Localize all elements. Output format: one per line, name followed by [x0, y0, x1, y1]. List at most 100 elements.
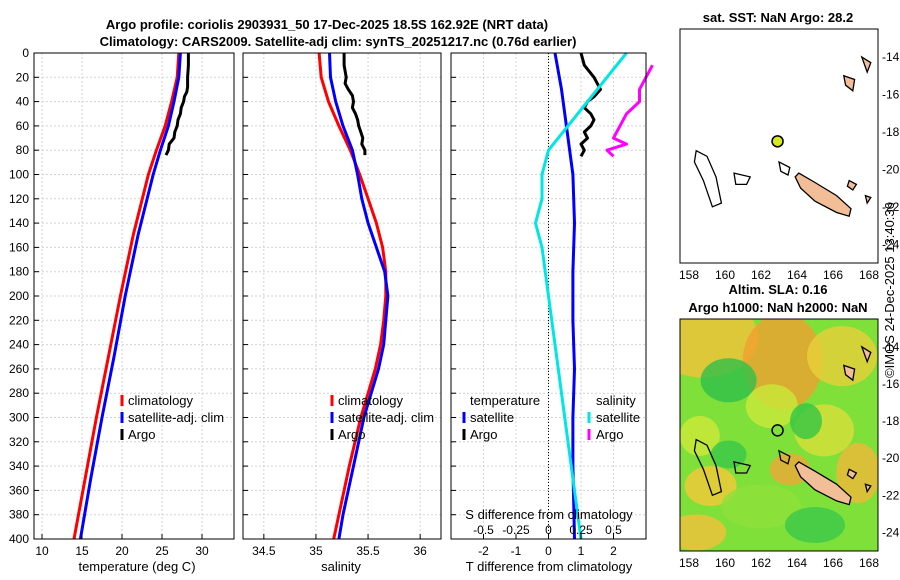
sst-map-title: sat. SST: NaN Argo: 28.2 [703, 10, 854, 25]
sla-anomaly-blob [680, 415, 720, 456]
y-tick-label: 20 [16, 70, 30, 84]
map-content [680, 319, 878, 551]
y-tick-label: 360 [9, 483, 29, 497]
x-tick-label: 36 [413, 544, 427, 558]
map-x-tick-label: 158 [679, 556, 699, 570]
y-tick-label: 140 [9, 216, 29, 230]
loyalty-island [846, 179, 858, 191]
difference-legend: temperature satellite Argo salinity sate… [470, 393, 640, 442]
map-x-tick-label: 168 [859, 556, 879, 570]
y-tick-label: 100 [9, 168, 29, 182]
legend-label-temp-satellite: satellite [470, 410, 514, 425]
new-caledonia-land [794, 461, 852, 506]
series-argo [164, 53, 190, 156]
y-tick-label: 80 [16, 143, 30, 157]
map-x-tick-label: 160 [715, 268, 735, 282]
salinity-legend: climatology satellite-adj. clim Argo [338, 393, 434, 442]
chesterfield-reef [693, 438, 723, 497]
map-x-tick-label: 166 [823, 556, 843, 570]
map-x-tick-label: 162 [751, 268, 771, 282]
vanuatu-island [860, 345, 872, 364]
sla-map-panel: 158 160 162 164 166 168 -14 -16 -18 -20 -22 -24 [679, 318, 900, 570]
y-tick-label: 320 [9, 435, 29, 449]
sla-anomaly-blob [769, 453, 810, 486]
x-tick-label: 10 [35, 544, 49, 558]
x-tick-label: 35.5 [356, 544, 380, 558]
map-x-tick-label: 166 [823, 268, 843, 282]
temperature-legend: climatology satellite-adj. clim Argo [128, 393, 224, 442]
bellona-reef [733, 461, 752, 474]
loyalty-island [864, 483, 872, 494]
y-tick-label: 340 [9, 459, 29, 473]
sla-map-title-line2: Argo h1000: NaN h2000: NaN [688, 300, 867, 315]
x-tick-label: 2 [610, 544, 617, 558]
sla-anomaly-blob [710, 440, 747, 469]
argo-float-marker [771, 135, 784, 148]
map-y-tick-label: -18 [882, 414, 900, 428]
map-y-tick-label: -22 [882, 488, 900, 502]
new-caledonia-land [794, 172, 852, 218]
sla-map-title-line1: Altim. SLA: 0.16 [729, 282, 828, 297]
vanuatu-island [860, 55, 872, 74]
legend-label-climatology: climatology [338, 393, 404, 408]
map-y-tick-label: -22 [882, 200, 900, 214]
map-x-tick-label: 168 [859, 268, 879, 282]
y-tick-label: 280 [9, 386, 29, 400]
y-tick-label: 160 [9, 240, 29, 254]
series-salinity-satellite [534, 52, 628, 540]
legend-label-temp-argo: Argo [470, 427, 497, 442]
series-climatology [72, 52, 181, 540]
legend-label-argo: Argo [128, 427, 155, 442]
x-tick-label: 30 [195, 544, 209, 558]
x-tick-label: 35 [309, 544, 323, 558]
vanuatu-island [842, 74, 856, 92]
map-y-tick-label: -16 [882, 88, 900, 102]
map-y-tick-label: -16 [882, 377, 900, 391]
y-tick-label: 400 [9, 532, 29, 546]
argo-float-marker [771, 424, 784, 437]
map-frame [679, 28, 879, 264]
map-x-tick-label: 160 [715, 556, 735, 570]
sla-anomaly-blob [745, 384, 798, 429]
entrecasteaux-reef [778, 160, 791, 176]
y-tick-label: 380 [9, 508, 29, 522]
top-tick-label: -0.25 [502, 523, 530, 537]
x-tick-label: 25 [155, 544, 169, 558]
sst-map-panel: 158 160 162 164 166 168 -14 -16 -18 -20 -22 -24 [679, 28, 900, 282]
t-difference-xlabel: T difference from climatology [466, 559, 633, 574]
legend-label-climatology: climatology [128, 393, 194, 408]
y-tick-label: 60 [16, 119, 30, 133]
x-tick-label: -1 [511, 544, 522, 558]
legend-label-argo: Argo [338, 427, 365, 442]
series-argo [342, 53, 367, 156]
chesterfield-reef [693, 149, 723, 208]
y-tick-label: 240 [9, 338, 29, 352]
x-tick-label: 0 [545, 544, 552, 558]
map-x-tick-label: 164 [787, 268, 807, 282]
salinity-xlabel: salinity [321, 559, 361, 574]
map-x-tick-label: 164 [787, 556, 807, 570]
series-temperature-satellite [553, 52, 576, 540]
y-tick-label: 260 [9, 362, 29, 376]
imos-credit: ©IMOS 24-Dec-2025 13:40:36 [882, 202, 897, 378]
y-tick-label: 220 [9, 313, 29, 327]
temperature-panel: 10 15 20 25 30020406080100120140160180200220… [9, 46, 235, 558]
map-content [680, 29, 878, 263]
s-difference-xlabel: S difference from climatology [465, 507, 633, 522]
x-tick-label: 34.5 [252, 544, 276, 558]
legend-label-sal-satellite: satellite [596, 410, 640, 425]
map-y-tick-label: -14 [882, 340, 900, 354]
bellona-reef [733, 172, 752, 186]
legend-label-satellite: satellite-adj. clim [128, 410, 224, 425]
sla-anomaly-blob [721, 484, 801, 529]
x-tick-label: 20 [115, 544, 129, 558]
salinity-panel: 34.5 35 35.5 36 [242, 52, 442, 558]
figure-title-line2: Climatology: CARS2009. Satellite-adj cli… [100, 34, 577, 49]
legend-title-temperature: temperature [470, 393, 540, 408]
top-tick-label: 0.5 [605, 523, 622, 537]
y-tick-label: 300 [9, 411, 29, 425]
y-tick-label: 40 [16, 95, 30, 109]
legend-label-satellite: satellite-adj. clim [338, 410, 434, 425]
map-x-tick-label: 158 [679, 268, 699, 282]
